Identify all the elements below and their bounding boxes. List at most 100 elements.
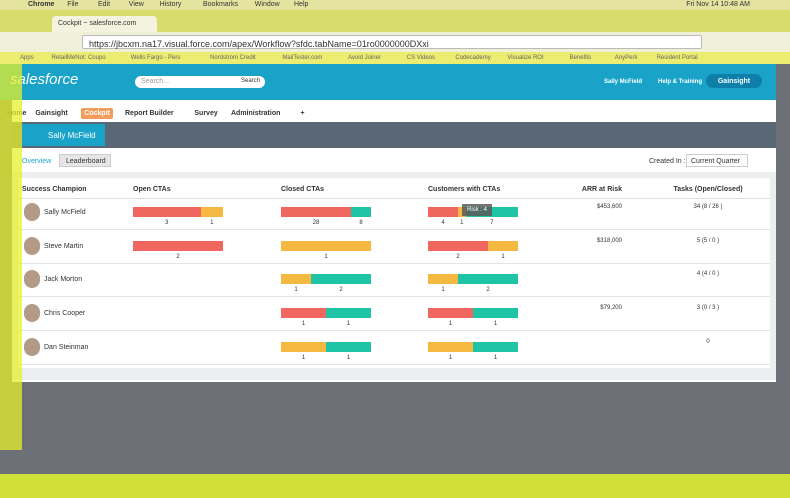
user-chip: Sally McField [22,124,105,146]
segment-label: 1 [448,321,453,328]
segment-label: 1 [324,253,328,260]
avatar [24,270,40,289]
address-bar: https://jbcxm.na17.visual.force.com/apex… [0,32,790,52]
bar-segment [428,207,458,217]
menubar: Chrome File Edit View History Bookmarks Window… [0,0,790,10]
tasks: 5 (5 / 0 ) [696,237,720,244]
bookmark[interactable]: Nordstrom Credit [210,55,256,61]
bar-segment [281,240,371,251]
segment-label: 1 [210,220,214,226]
bookmark[interactable]: Codecademy [455,55,491,61]
bar-segment [458,207,466,217]
bar-segment [428,308,473,319]
bar-segment [351,207,371,217]
nav-tab[interactable]: + [300,110,305,117]
filter-select[interactable]: Current Quarter [686,154,748,167]
segment-label: 2 [456,253,460,260]
bookmark[interactable]: RetailMeNot: Coupo [51,55,106,61]
nav-tab[interactable]: Report Builder [125,110,174,117]
url-field[interactable]: https://jbcxm.na17.visual.force.com/apex… [82,35,702,49]
bar-segment [133,207,201,217]
column-header: Open CTAs [133,186,171,193]
header-rule [18,198,770,199]
segment-label: 1 [301,321,306,328]
table: Success Champion Open CTAs Closed CTAs Cust… [18,178,770,368]
logo: salesforce [10,71,79,88]
menu-item[interactable]: Window [254,1,280,8]
segment-label: 1 [448,354,453,361]
filter-value: Current Quarter [691,158,741,165]
tabstrip: Cockpit ~ salesforce.com [0,10,790,32]
segment-label: 1 [501,253,505,260]
nav-tab[interactable]: Administration [231,110,281,117]
column-header: Customers with CTAs [428,186,501,193]
row-rule [18,363,770,365]
bar-segment [473,341,518,352]
bookmark[interactable]: Wells Fargo - Pers [130,55,181,61]
menu-item[interactable]: Chrome [28,1,55,8]
segment-label: 28 [312,220,320,226]
bar-segment [326,308,371,319]
arr-at-risk: $318,000 [596,237,622,244]
bookmarks-bar: Apps RetailMeNot: Coupo Wells Fargo - Pers… [0,52,790,64]
segment-label: 1 [346,354,351,361]
bookmark[interactable]: Avoid Joiner [348,55,381,61]
nav-tab[interactable]: Survey [194,110,218,117]
bookmark[interactable]: MailTester.com [282,55,323,61]
column-header: Closed CTAs [281,186,325,193]
menu-item[interactable]: File [67,1,79,8]
app: Gainsight [717,78,751,85]
search-box[interactable]: Search... Search [135,76,265,88]
column-header: Tasks (Open/Closed) [673,186,743,193]
user-menu[interactable]: Sally McField [604,79,643,85]
search-placeholder: Search... [141,78,170,85]
dock-overlay [0,474,790,498]
bookmark[interactable]: Resident Portal [656,55,698,61]
menu-item[interactable]: Bookmarks [203,1,239,8]
segment-label: 2 [486,287,490,294]
bar-segment [428,341,473,352]
app-switch[interactable]: Gainsight [706,74,762,88]
arr-at-risk: $453,600 [596,204,622,210]
tasks: 4 (4 / 0 ) [696,271,720,278]
tasks: 3 (0 / 3 ) [696,305,720,312]
segment-label: 1 [346,321,351,328]
avatar [24,304,40,323]
subtab[interactable]: Overview [22,158,52,165]
menu-item[interactable]: View [128,1,144,8]
bar-segment [428,274,458,285]
menu-item[interactable]: History [159,1,182,8]
subtab-active[interactable]: Leaderboard [59,154,111,167]
bar-segment [281,207,351,217]
segment-label: 4 [441,220,445,226]
champion-name: Jack Morton [44,276,83,284]
help[interactable]: Help & Training [658,79,703,85]
bookmark[interactable]: Visualize ROI [507,55,544,61]
bar-segment [488,240,518,251]
menu-item[interactable]: Edit [98,1,111,8]
nav-tab[interactable]: Cockpit [81,108,113,119]
left-overlay [0,64,22,450]
row-rule [18,296,770,298]
menu-item[interactable]: Help [294,1,309,8]
bookmark[interactable]: AnyPerk [614,55,638,61]
bookmark[interactable]: Benefits [569,55,592,61]
subtab: Leaderboard [66,158,106,165]
tab[interactable]: Cockpit ~ salesforce.com [52,16,157,32]
segment-label: 3 [165,220,169,226]
search-button[interactable]: Search [240,78,260,84]
segment-label: 1 [441,287,445,294]
bar-segment [326,341,371,352]
nav-tab[interactable]: Gainsight [35,110,68,117]
segment-label: 1 [493,354,498,361]
bookmark[interactable]: Apps [20,55,34,61]
bar-segment [311,274,371,285]
row-rule [18,229,770,230]
tab-title: Cockpit ~ salesforce.com [58,20,137,27]
arr-at-risk: $79,200 [600,305,622,312]
segment-label: 2 [176,253,180,260]
url: https://jbcxm.na17.visual.force.com/apex… [89,39,429,49]
bookmark[interactable]: CS Videos [406,55,436,61]
segment-label: 2 [339,287,343,294]
